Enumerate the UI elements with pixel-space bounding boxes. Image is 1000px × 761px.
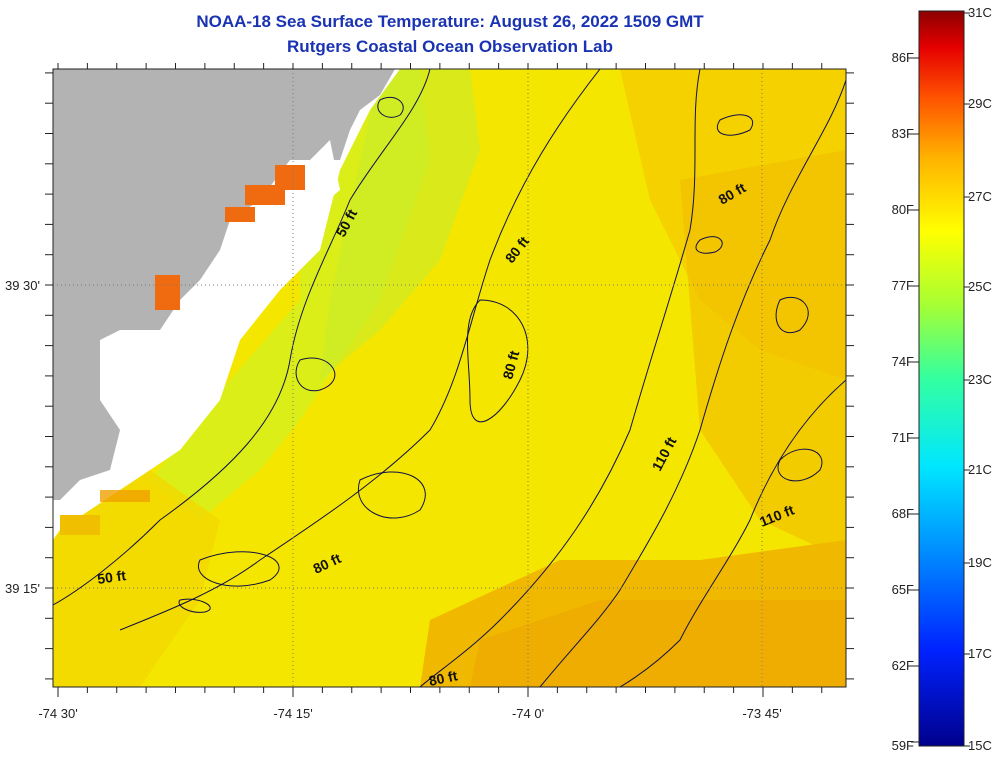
axis-ticks	[45, 63, 854, 697]
lat-tick-label: 39 15'	[5, 581, 40, 596]
colorbar-f-label: 83F	[892, 126, 914, 141]
colorbar-ticks	[911, 12, 970, 747]
contour-label: 80 ft	[427, 667, 459, 689]
graticule	[53, 69, 846, 687]
colorbar-c-label: 31C	[968, 5, 992, 20]
map-frame	[52, 68, 847, 688]
colorbar-c-label: 19C	[968, 555, 992, 570]
bathymetry-contours	[53, 69, 846, 687]
colorbar-c-label: 25C	[968, 279, 992, 294]
contour-label: 50 ft	[96, 567, 127, 587]
lon-tick-label: -74 30'	[38, 706, 77, 721]
colorbar-f-label: 59F	[892, 738, 914, 753]
colorbar-f-label: 65F	[892, 582, 914, 597]
colorbar-f-label: 86F	[892, 50, 914, 65]
colorbar-f-label: 77F	[892, 278, 914, 293]
colorbar-c-label: 27C	[968, 189, 992, 204]
colorbar-c-label: 29C	[968, 96, 992, 111]
colorbar-f-label: 80F	[892, 202, 914, 217]
colorbar-c-label: 17C	[968, 646, 992, 661]
lon-tick-label: -73 45'	[742, 706, 781, 721]
map-title: NOAA-18 Sea Surface Temperature: August …	[196, 12, 704, 31]
lon-tick-label: -74 15'	[273, 706, 312, 721]
map-subtitle: Rutgers Coastal Ocean Observation Lab	[287, 37, 613, 56]
colorbar-f-label: 68F	[892, 506, 914, 521]
colorbar	[918, 10, 965, 747]
lon-tick-label: -74 0'	[512, 706, 544, 721]
colorbar-c-label: 21C	[968, 462, 992, 477]
colorbar-f-label: 71F	[892, 430, 914, 445]
colorbar-f-label: 62F	[892, 658, 914, 673]
lat-tick-label: 39 30'	[5, 278, 40, 293]
colorbar-c-label: 23C	[968, 372, 992, 387]
colorbar-f-label: 74F	[892, 354, 914, 369]
sst-field	[53, 69, 846, 687]
colorbar-c-label: 15C	[968, 738, 992, 753]
contour-label: 80 ft	[499, 349, 522, 381]
